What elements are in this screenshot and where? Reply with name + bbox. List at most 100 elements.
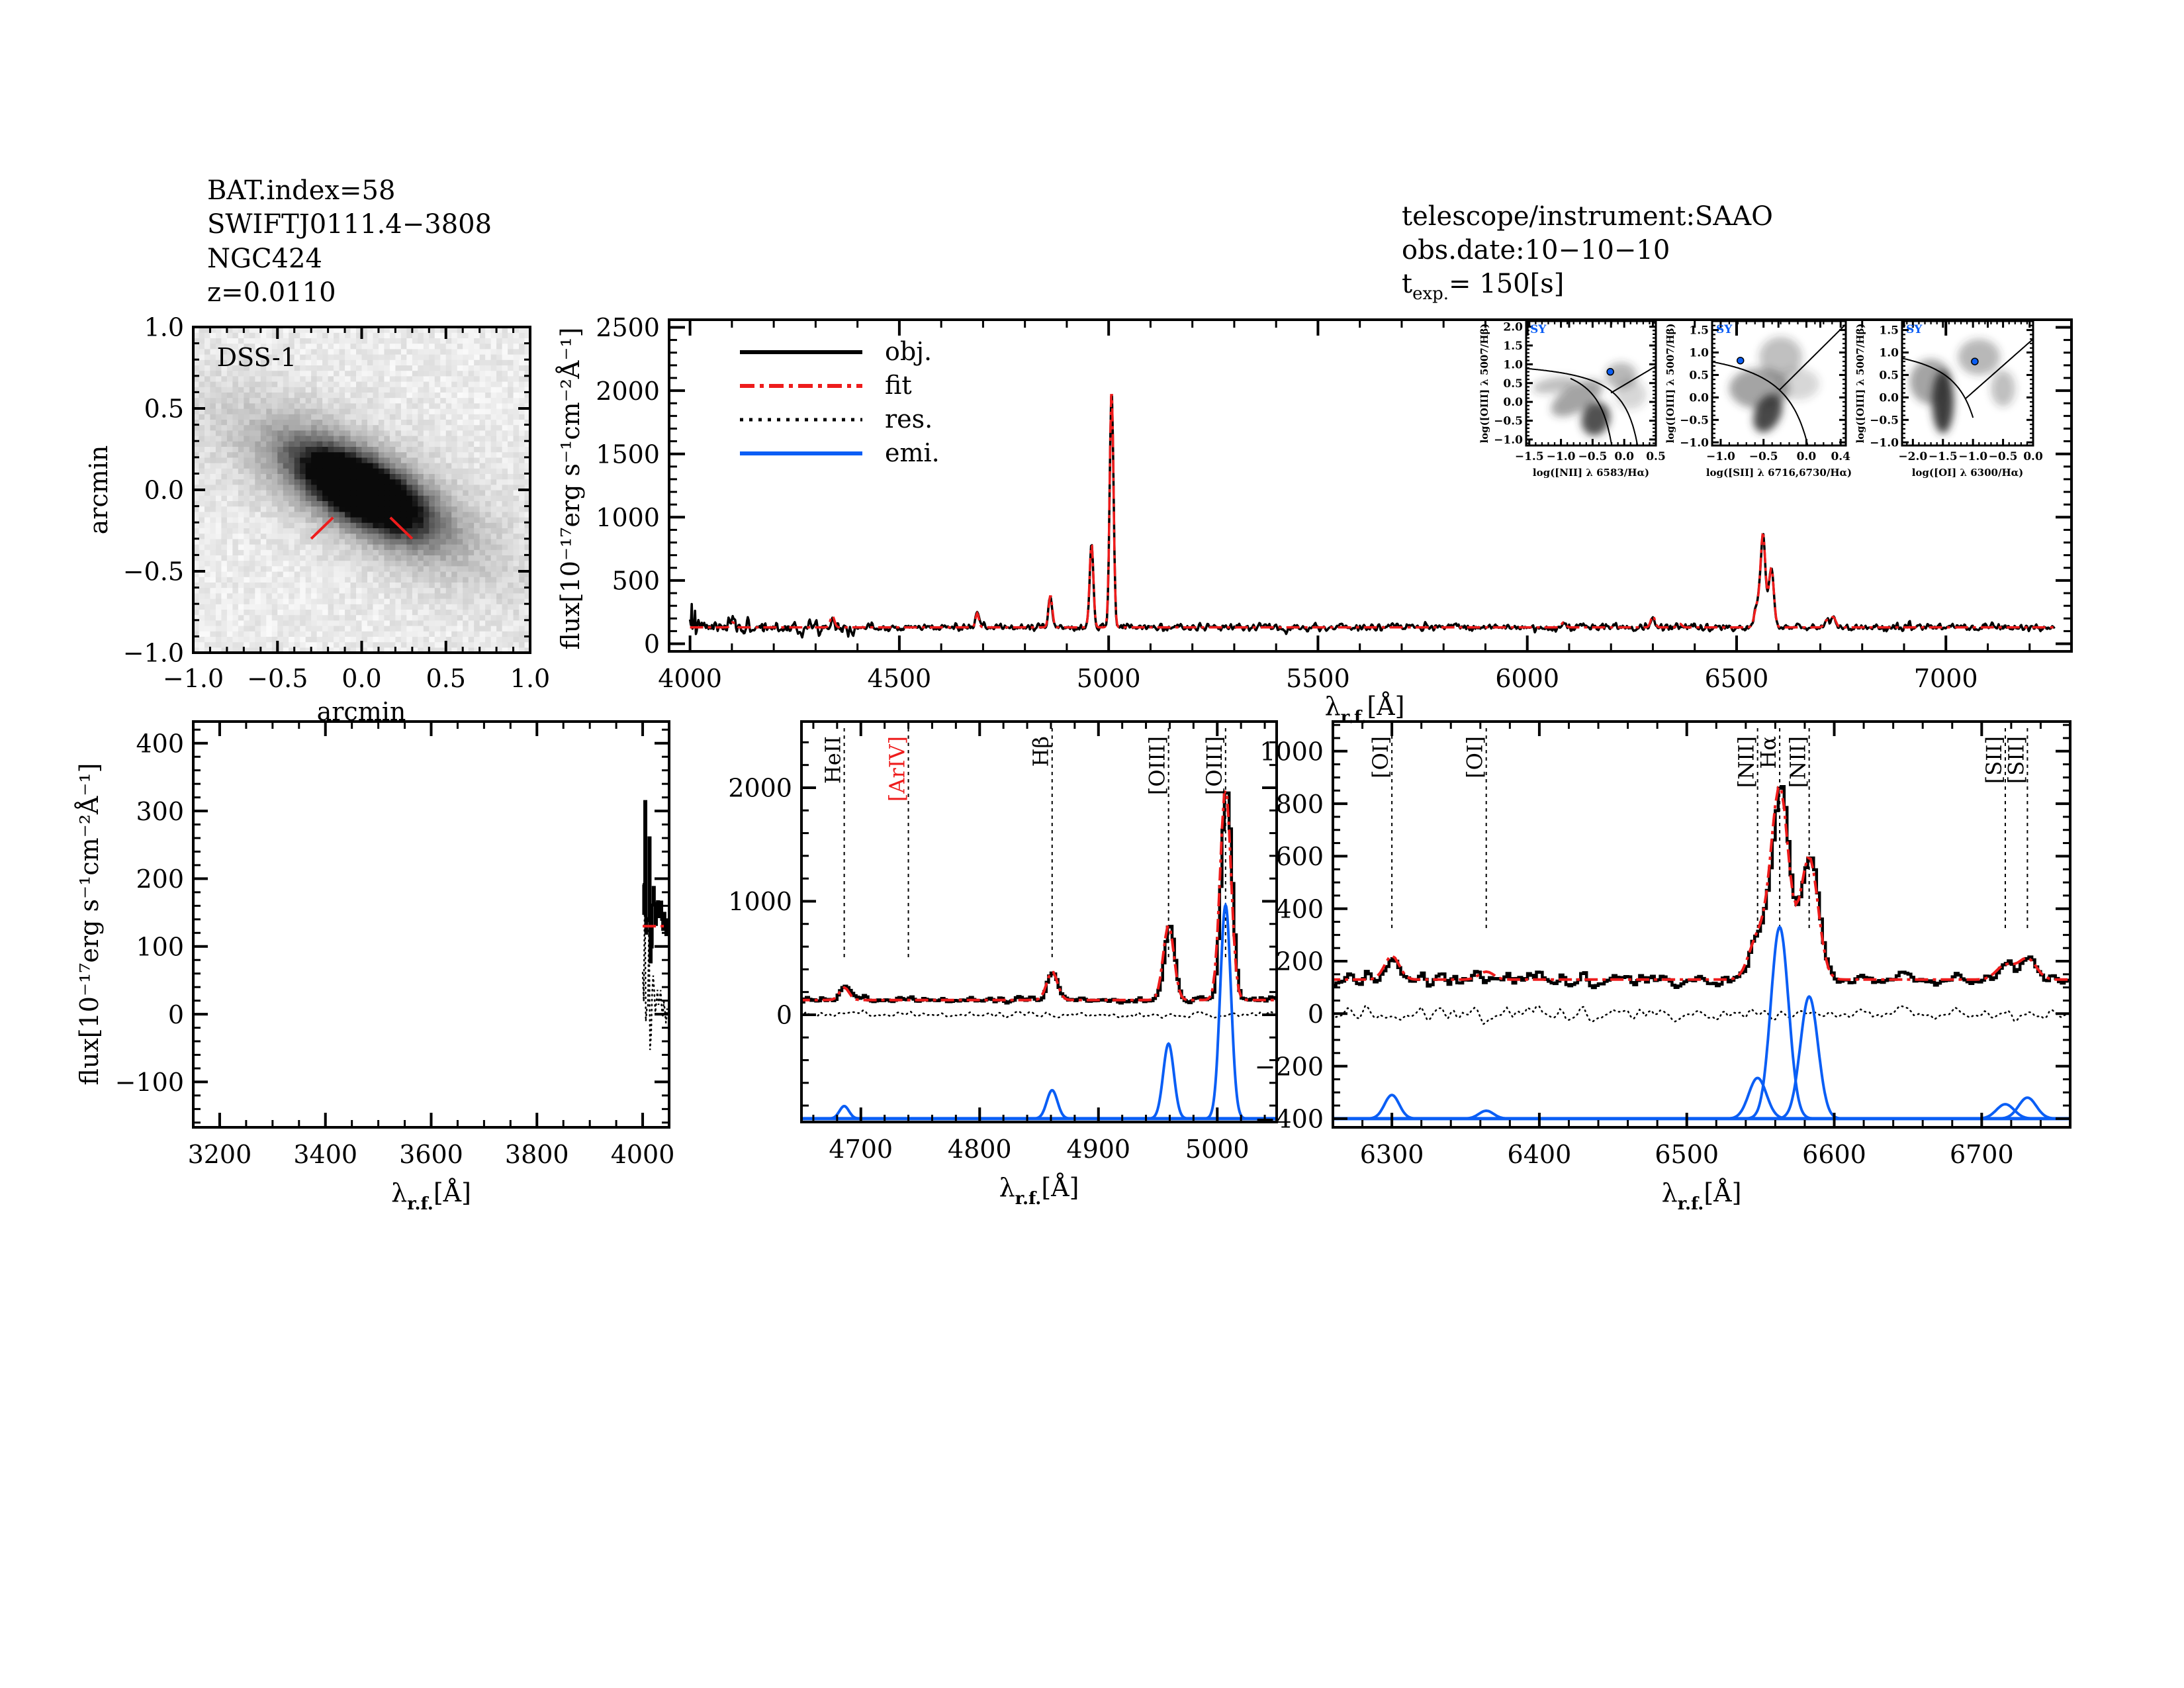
image-pixel — [361, 430, 368, 436]
image-pixel — [463, 463, 469, 469]
image-pixel — [367, 414, 374, 420]
image-pixel — [210, 533, 216, 539]
image-pixel — [384, 354, 390, 360]
image-pixel — [412, 544, 418, 550]
image-pixel — [434, 555, 441, 561]
image-pixel — [300, 387, 306, 393]
image-pixel — [389, 332, 396, 338]
image-pixel — [519, 560, 525, 567]
image-pixel — [400, 571, 407, 577]
image-pixel — [221, 490, 228, 496]
image-pixel — [384, 528, 390, 534]
image-pixel — [367, 479, 374, 485]
image-pixel — [271, 490, 278, 496]
image-pixel — [283, 538, 289, 545]
image-pixel — [429, 484, 435, 491]
image-pixel — [457, 327, 463, 333]
image-pixel — [328, 441, 334, 447]
image-pixel — [502, 565, 508, 572]
image-pixel — [440, 522, 447, 528]
image-pixel — [271, 430, 278, 436]
image-pixel — [508, 598, 514, 604]
image-pixel — [345, 565, 351, 572]
image-pixel — [266, 544, 273, 550]
image-pixel — [339, 451, 345, 458]
image-pixel — [490, 582, 497, 588]
image-pixel — [412, 522, 418, 528]
image-pixel — [389, 614, 396, 621]
image-pixel — [193, 631, 200, 637]
image-pixel — [490, 533, 497, 539]
image-pixel — [524, 430, 530, 436]
image-pixel — [271, 641, 278, 648]
image-pixel — [508, 631, 514, 637]
image-pixel — [311, 506, 318, 512]
image-pixel — [373, 517, 379, 523]
image-pixel — [400, 631, 407, 637]
image-pixel — [283, 506, 289, 512]
image-pixel — [210, 641, 216, 648]
image-pixel — [255, 549, 261, 555]
image-pixel — [508, 451, 514, 458]
image-pixel — [350, 636, 357, 643]
image-pixel — [226, 565, 233, 572]
y-tick-label: −0.5 — [1870, 414, 1899, 427]
image-pixel — [400, 517, 407, 523]
image-pixel — [232, 609, 239, 616]
image-pixel — [289, 631, 295, 637]
y-tick-label: 100 — [136, 932, 184, 961]
image-pixel — [255, 517, 261, 523]
image-pixel — [457, 430, 463, 436]
image-pixel — [277, 636, 284, 643]
image-pixel — [255, 500, 261, 507]
image-pixel — [445, 647, 452, 653]
image-pixel — [226, 343, 233, 350]
image-pixel — [367, 495, 374, 501]
image-pixel — [451, 441, 458, 447]
image-pixel — [485, 343, 492, 350]
image-pixel — [232, 560, 239, 567]
y-tick-label: 0 — [776, 1001, 792, 1030]
image-pixel — [300, 436, 306, 442]
image-pixel — [350, 479, 357, 485]
image-pixel — [316, 402, 323, 409]
x-tick-label: −1.0 — [1706, 450, 1735, 463]
image-pixel — [463, 560, 469, 567]
image-pixel — [204, 522, 211, 528]
line-marker-label: [OIII] — [1202, 736, 1227, 795]
full-spectrum-panel: 4000 4500 5000 5500 6000 6500 7000050010001500… — [556, 313, 2073, 727]
image-pixel — [418, 582, 424, 588]
image-pixel — [260, 544, 267, 550]
image-pixel — [249, 479, 255, 485]
image-pixel — [519, 577, 525, 583]
image-pixel — [434, 511, 441, 518]
image-pixel — [311, 490, 318, 496]
image-pixel — [271, 549, 278, 555]
x-tick-label: −1.0 — [163, 664, 224, 693]
image-pixel — [300, 473, 306, 480]
image-pixel — [373, 631, 379, 637]
image-pixel — [328, 424, 334, 431]
image-pixel — [271, 381, 278, 387]
image-pixel — [434, 609, 441, 616]
image-pixel — [232, 490, 239, 496]
image-pixel — [255, 533, 261, 539]
image-pixel — [266, 479, 273, 485]
image-pixel — [485, 397, 492, 404]
image-pixel — [389, 408, 396, 414]
image-pixel — [271, 528, 278, 534]
image-pixel — [508, 528, 514, 534]
image-pixel — [226, 327, 233, 333]
image-pixel — [277, 555, 284, 561]
image-pixel — [199, 327, 205, 333]
image-pixel — [271, 577, 278, 583]
x-axis-label: λr.f.[Å] — [1662, 1178, 1742, 1214]
bpt-sii-panel-frame — [1711, 320, 1847, 447]
image-pixel — [395, 517, 402, 523]
image-pixel — [440, 565, 447, 572]
plots: −1.0 −0.5 0.0 0.5 1.0−1.0−0.50.00.51.0DSS-1a… — [75, 313, 2073, 1214]
y-axis-label: flux[10⁻¹⁷erg s⁻¹cm⁻²Å⁻¹] — [556, 328, 585, 650]
image-pixel — [395, 609, 402, 616]
image-pixel — [215, 343, 222, 350]
image-pixel — [389, 490, 396, 496]
